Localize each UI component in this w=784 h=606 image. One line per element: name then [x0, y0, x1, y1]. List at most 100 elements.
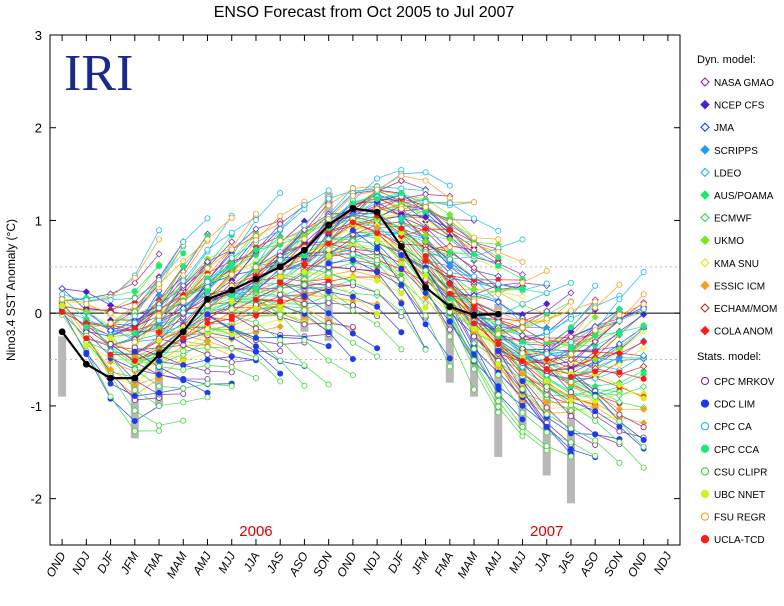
forecast-point: [131, 417, 138, 424]
legend-item-label: ESSIC ICM: [714, 281, 765, 292]
forecast-point: [180, 272, 187, 279]
forecast-point: [495, 409, 502, 416]
forecast-point: [349, 274, 356, 281]
forecast-point: [495, 347, 502, 354]
legend-item-label: COLA ANOM: [714, 327, 773, 338]
forecast-point: [204, 368, 211, 375]
forecast-point: [59, 291, 66, 298]
forecast-point: [471, 241, 478, 248]
forecast-point: [616, 411, 623, 418]
forecast-point: [591, 338, 599, 346]
forecast-point: [398, 281, 405, 288]
legend-marker: [700, 467, 710, 476]
forecast-point: [131, 313, 138, 320]
x-tick-label: JAS: [554, 550, 578, 577]
legend-item-label: UBC NNET: [714, 490, 765, 501]
legend-item-label: AUS/POAMA: [714, 191, 774, 202]
forecast-point: [422, 204, 429, 211]
forecast-point: [591, 375, 599, 383]
forecast-point: [131, 274, 138, 281]
forecast-point: [156, 304, 163, 311]
x-tick-label: SON: [310, 549, 335, 579]
forecast-point: [301, 292, 308, 299]
forecast-line: [570, 303, 644, 355]
forecast-line: [570, 324, 644, 362]
forecast-point: [543, 289, 550, 296]
forecast-point: [156, 389, 163, 396]
forecast-point: [446, 256, 453, 263]
legend-marker: [700, 212, 710, 223]
observed-point: [179, 328, 187, 336]
forecast-point: [374, 268, 381, 275]
x-tick-label: FMA: [432, 550, 457, 579]
y-tick-label: 2: [35, 121, 42, 136]
legend-marker: [700, 145, 710, 155]
forecast-point: [107, 380, 114, 387]
forecast-point: [325, 357, 332, 364]
legend-item-label: JMA: [714, 123, 734, 134]
forecast-point: [543, 355, 551, 363]
forecast-point: [204, 246, 211, 253]
forecast-line: [570, 347, 644, 368]
forecast-point: [446, 235, 454, 243]
forecast-point: [567, 345, 574, 352]
forecast-point: [349, 227, 356, 234]
forecast-point: [495, 360, 502, 367]
legend-item-label: NASA GMAO: [714, 78, 774, 89]
forecast-point: [180, 366, 187, 373]
spread-bar: [155, 359, 164, 406]
forecast-point: [374, 303, 381, 310]
forecast-point: [83, 301, 90, 308]
forecast-point: [591, 355, 599, 364]
forecast-point: [616, 306, 623, 313]
forecast-point: [567, 397, 574, 404]
legend-marker: [700, 258, 710, 268]
forecast-point: [374, 289, 381, 296]
forecast-point: [397, 177, 405, 185]
forecast-point: [422, 312, 429, 319]
forecast-point: [180, 348, 187, 355]
forecast-point: [616, 439, 623, 446]
forecast-point: [446, 218, 453, 225]
forecast-point: [203, 258, 212, 266]
forecast-point: [180, 298, 187, 305]
forecast-point: [156, 402, 163, 409]
forecast-point: [83, 342, 90, 349]
forecast-point: [471, 234, 478, 241]
forecast-point: [252, 374, 259, 381]
forecast-point: [180, 376, 187, 383]
forecast-point: [59, 309, 66, 316]
forecast-point: [349, 323, 356, 330]
forecast-point: [471, 215, 478, 222]
forecast-point: [422, 304, 429, 311]
forecast-point: [301, 321, 308, 328]
forecast-point: [204, 362, 211, 369]
forecast-point: [228, 359, 235, 366]
observed-point: [155, 351, 163, 359]
forecast-point: [277, 291, 284, 298]
legend-marker: [700, 399, 710, 408]
chart-title: ENSO Forecast from Oct 2005 to Jul 2007: [214, 4, 515, 21]
forecast-point: [83, 349, 90, 356]
forecast-point: [446, 363, 453, 370]
legend-marker: [700, 512, 710, 521]
observed-point: [204, 295, 211, 303]
forecast-point: [228, 345, 235, 352]
legend-marker: [700, 303, 710, 313]
legend-item-label: CPC CCA: [714, 445, 759, 456]
forecast-point: [519, 279, 526, 286]
forecast-point: [422, 321, 429, 328]
observed-point: [325, 221, 333, 229]
observed-point: [58, 328, 66, 336]
forecast-point: [495, 249, 502, 256]
forecast-point: [156, 358, 163, 365]
forecast-point: [228, 383, 235, 390]
x-tick-label: JFM: [408, 549, 432, 577]
forecast-point: [398, 260, 405, 267]
observed-point: [107, 374, 114, 382]
forecast-point: [567, 339, 574, 346]
forecast-point: [325, 270, 332, 277]
legend-title: Stats. model:: [697, 351, 761, 363]
forecast-point: [325, 381, 332, 388]
forecast-point: [495, 331, 502, 338]
